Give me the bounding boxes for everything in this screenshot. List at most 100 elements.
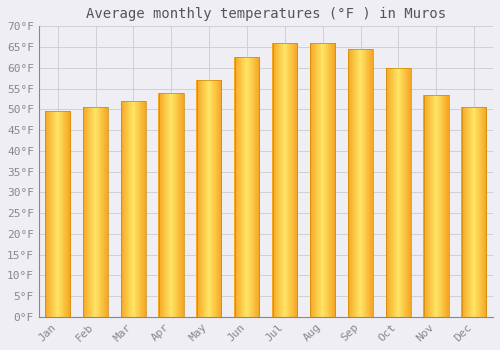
Bar	[322, 43, 324, 317]
Bar	[124, 101, 126, 317]
Bar	[278, 43, 280, 317]
Bar	[178, 93, 180, 317]
Bar	[397, 68, 398, 317]
Bar	[310, 43, 312, 317]
Bar	[428, 95, 430, 317]
Bar	[274, 43, 275, 317]
Bar	[467, 107, 468, 317]
Bar	[390, 68, 392, 317]
Bar	[200, 80, 201, 317]
Bar	[145, 101, 146, 317]
Bar	[164, 93, 165, 317]
Bar	[328, 43, 329, 317]
Bar	[348, 49, 350, 317]
Bar	[293, 43, 294, 317]
Bar	[326, 43, 328, 317]
Bar	[243, 57, 244, 317]
Bar	[443, 95, 444, 317]
Bar	[353, 49, 354, 317]
Bar	[324, 43, 325, 317]
Bar	[334, 43, 335, 317]
Bar	[255, 57, 256, 317]
Bar	[242, 57, 244, 317]
Bar	[246, 57, 247, 317]
Bar	[424, 95, 448, 317]
Bar	[96, 107, 98, 317]
Bar	[240, 57, 241, 317]
Bar	[478, 107, 480, 317]
Bar	[182, 93, 184, 317]
Bar	[206, 80, 208, 317]
Bar	[329, 43, 330, 317]
Bar	[181, 93, 182, 317]
Bar	[245, 57, 246, 317]
Bar	[426, 95, 428, 317]
Bar	[93, 107, 94, 317]
Bar	[432, 95, 434, 317]
Bar	[474, 107, 475, 317]
Bar	[481, 107, 482, 317]
Bar	[365, 49, 366, 317]
Bar	[92, 107, 93, 317]
Bar	[122, 101, 124, 317]
Bar	[48, 111, 50, 317]
Bar	[144, 101, 145, 317]
Bar	[366, 49, 368, 317]
Bar	[472, 107, 473, 317]
Bar	[434, 95, 435, 317]
Bar	[363, 49, 364, 317]
Bar	[248, 57, 250, 317]
Bar	[356, 49, 358, 317]
Bar	[89, 107, 90, 317]
Bar	[474, 107, 476, 317]
Bar	[396, 68, 398, 317]
Bar	[176, 93, 177, 317]
Bar	[313, 43, 314, 317]
Bar	[276, 43, 278, 317]
Bar	[134, 101, 135, 317]
Bar	[238, 57, 240, 317]
Bar	[67, 111, 68, 317]
Bar	[405, 68, 406, 317]
Bar	[424, 95, 426, 317]
Bar	[406, 68, 407, 317]
Bar	[318, 43, 319, 317]
Bar	[296, 43, 297, 317]
Bar	[366, 49, 367, 317]
Bar	[234, 57, 260, 317]
Bar	[208, 80, 210, 317]
Bar	[159, 93, 184, 317]
Bar	[60, 111, 62, 317]
Bar	[221, 80, 222, 317]
Bar	[128, 101, 129, 317]
Bar	[235, 57, 236, 317]
Bar	[88, 107, 90, 317]
Bar	[332, 43, 333, 317]
Bar	[462, 107, 486, 317]
Bar	[386, 68, 410, 317]
Bar	[46, 111, 47, 317]
Bar	[254, 57, 256, 317]
Bar	[364, 49, 365, 317]
Bar	[482, 107, 483, 317]
Bar	[100, 107, 102, 317]
Bar	[320, 43, 322, 317]
Bar	[50, 111, 51, 317]
Bar	[310, 43, 335, 317]
Bar	[142, 101, 144, 317]
Bar	[436, 95, 437, 317]
Bar	[47, 111, 48, 317]
Bar	[84, 107, 108, 317]
Bar	[90, 107, 92, 317]
Bar	[323, 43, 324, 317]
Bar	[100, 107, 101, 317]
Bar	[206, 80, 207, 317]
Bar	[253, 57, 254, 317]
Bar	[94, 107, 95, 317]
Bar	[286, 43, 288, 317]
Bar	[279, 43, 280, 317]
Bar	[463, 107, 464, 317]
Bar	[142, 101, 143, 317]
Bar	[132, 101, 133, 317]
Bar	[105, 107, 106, 317]
